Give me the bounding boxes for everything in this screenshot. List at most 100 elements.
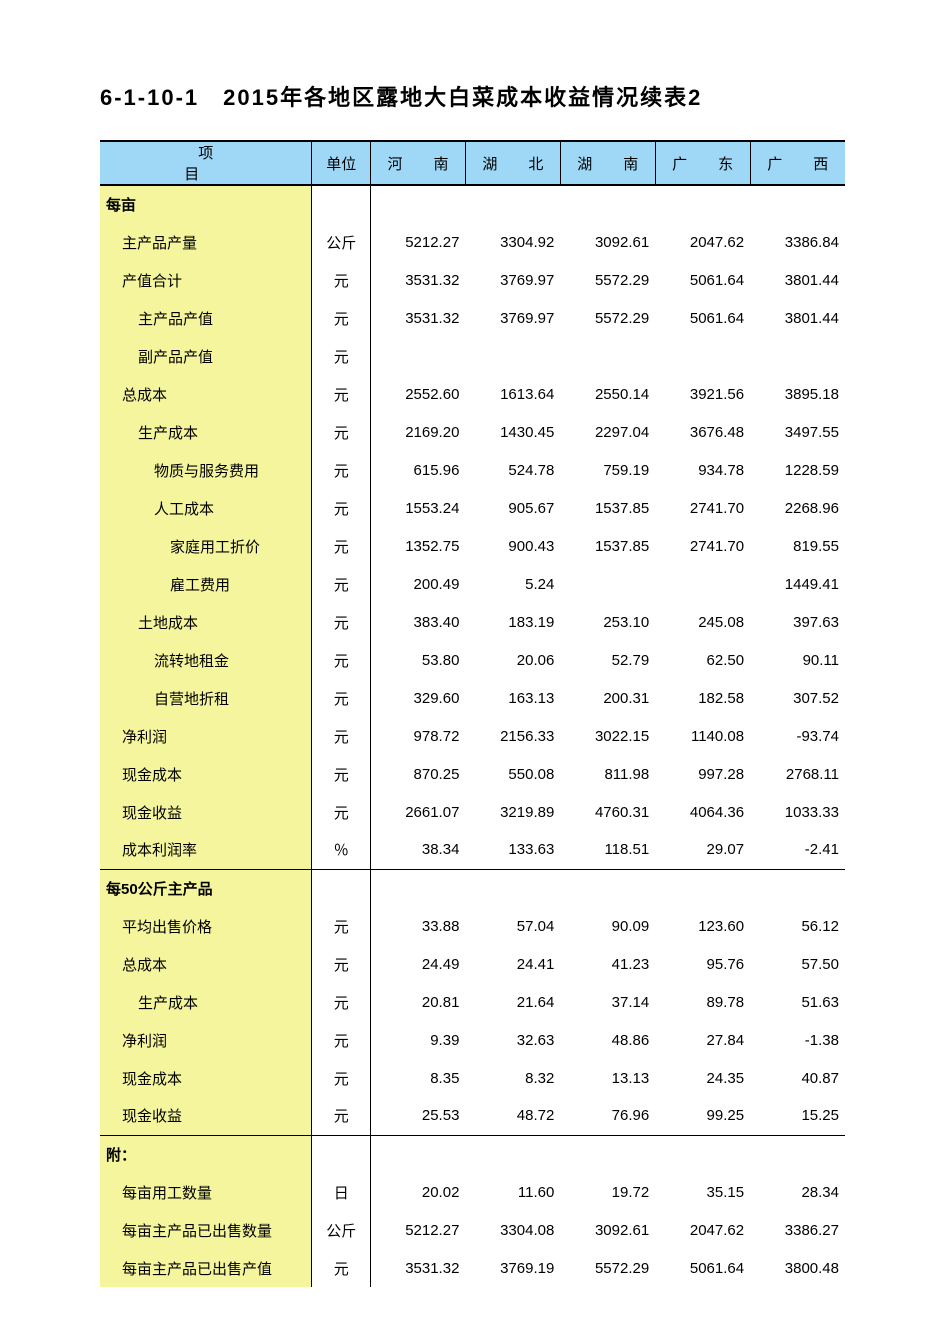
- value-cell: 905.67: [465, 489, 560, 527]
- row-label: 流转地租金: [100, 641, 312, 679]
- table-row: 人工成本元1553.24905.671537.852741.702268.96: [100, 489, 845, 527]
- page-title: 6-1-10-1 2015年各地区露地大白菜成本收益情况续表2: [100, 80, 845, 112]
- value-cell: 5572.29: [560, 299, 655, 337]
- value-cell: 8.35: [371, 1059, 466, 1097]
- value-cell: [371, 1135, 466, 1173]
- value-cell: 1033.33: [750, 793, 845, 831]
- value-cell: 48.72: [465, 1097, 560, 1135]
- value-cell: 2741.70: [655, 489, 750, 527]
- value-cell: 37.14: [560, 983, 655, 1021]
- section-label: 附：: [100, 1135, 312, 1173]
- unit-cell: 元: [312, 945, 371, 983]
- table-row: 现金成本元8.358.3213.1324.3540.87: [100, 1059, 845, 1097]
- value-cell: 57.50: [750, 945, 845, 983]
- value-cell: 21.64: [465, 983, 560, 1021]
- value-cell: 1537.85: [560, 489, 655, 527]
- unit-cell: 公斤: [312, 1211, 371, 1249]
- value-cell: 2156.33: [465, 717, 560, 755]
- value-cell: 4064.36: [655, 793, 750, 831]
- value-cell: 2047.62: [655, 223, 750, 261]
- table-row: 每亩用工数量日20.0211.6019.7235.1528.34: [100, 1173, 845, 1211]
- value-cell: 123.60: [655, 907, 750, 945]
- value-cell: 3386.27: [750, 1211, 845, 1249]
- value-cell: 133.63: [465, 831, 560, 869]
- table-row: 附：: [100, 1135, 845, 1173]
- value-cell: 1553.24: [371, 489, 466, 527]
- value-cell: 57.04: [465, 907, 560, 945]
- value-cell: [560, 1135, 655, 1173]
- row-label: 副产品产值: [100, 337, 312, 375]
- table-row: 土地成本元383.40183.19253.10245.08397.63: [100, 603, 845, 641]
- section-label: 每亩: [100, 185, 312, 223]
- value-cell: 2741.70: [655, 527, 750, 565]
- value-cell: 19.72: [560, 1173, 655, 1211]
- value-cell: [465, 337, 560, 375]
- value-cell: 3676.48: [655, 413, 750, 451]
- value-cell: 20.06: [465, 641, 560, 679]
- value-cell: 1140.08: [655, 717, 750, 755]
- value-cell: 118.51: [560, 831, 655, 869]
- unit-cell: 元: [312, 337, 371, 375]
- col-region-3: 广 东: [655, 141, 750, 185]
- col-region-1: 湖 北: [465, 141, 560, 185]
- value-cell: 1449.41: [750, 565, 845, 603]
- value-cell: 56.12: [750, 907, 845, 945]
- unit-cell: 公斤: [312, 223, 371, 261]
- unit-cell: [312, 185, 371, 223]
- value-cell: 524.78: [465, 451, 560, 489]
- col-region-0: 河 南: [371, 141, 466, 185]
- value-cell: 8.32: [465, 1059, 560, 1097]
- value-cell: 3219.89: [465, 793, 560, 831]
- unit-cell: 元: [312, 679, 371, 717]
- value-cell: [465, 185, 560, 223]
- unit-cell: 元: [312, 413, 371, 451]
- unit-cell: 元: [312, 641, 371, 679]
- value-cell: 1613.64: [465, 375, 560, 413]
- value-cell: 397.63: [750, 603, 845, 641]
- value-cell: -93.74: [750, 717, 845, 755]
- table-row: 流转地租金元53.8020.0652.7962.5090.11: [100, 641, 845, 679]
- value-cell: 13.13: [560, 1059, 655, 1097]
- unit-cell: 元: [312, 527, 371, 565]
- value-cell: 32.63: [465, 1021, 560, 1059]
- value-cell: 307.52: [750, 679, 845, 717]
- value-cell: 20.02: [371, 1173, 466, 1211]
- row-label: 每亩主产品已出售产值: [100, 1249, 312, 1287]
- value-cell: 383.40: [371, 603, 466, 641]
- value-cell: 95.76: [655, 945, 750, 983]
- col-item: 项 目: [100, 141, 312, 185]
- value-cell: 3092.61: [560, 1211, 655, 1249]
- unit-cell: 日: [312, 1173, 371, 1211]
- value-cell: [750, 185, 845, 223]
- unit-cell: 元: [312, 261, 371, 299]
- value-cell: 48.86: [560, 1021, 655, 1059]
- value-cell: 3386.84: [750, 223, 845, 261]
- value-cell: 53.80: [371, 641, 466, 679]
- table-row: 每亩主产品已出售数量公斤5212.273304.083092.612047.62…: [100, 1211, 845, 1249]
- value-cell: [465, 869, 560, 907]
- section-label: 每50公斤主产品: [100, 869, 312, 907]
- value-cell: 24.41: [465, 945, 560, 983]
- value-cell: 15.25: [750, 1097, 845, 1135]
- table-row: 现金收益元2661.073219.894760.314064.361033.33: [100, 793, 845, 831]
- value-cell: 52.79: [560, 641, 655, 679]
- value-cell: 51.63: [750, 983, 845, 1021]
- value-cell: 99.25: [655, 1097, 750, 1135]
- value-cell: 934.78: [655, 451, 750, 489]
- value-cell: 35.15: [655, 1173, 750, 1211]
- value-cell: 3531.32: [371, 261, 466, 299]
- table-row: 成本利润率％38.34133.63118.5129.07-2.41: [100, 831, 845, 869]
- row-label: 主产品产值: [100, 299, 312, 337]
- value-cell: 550.08: [465, 755, 560, 793]
- table-row: 产值合计元3531.323769.975572.295061.643801.44: [100, 261, 845, 299]
- value-cell: 5212.27: [371, 1211, 466, 1249]
- row-label: 净利润: [100, 1021, 312, 1059]
- value-cell: 329.60: [371, 679, 466, 717]
- value-cell: 3531.32: [371, 1249, 466, 1287]
- table-row: 总成本元24.4924.4141.2395.7657.50: [100, 945, 845, 983]
- value-cell: 183.19: [465, 603, 560, 641]
- unit-cell: 元: [312, 489, 371, 527]
- unit-cell: 元: [312, 375, 371, 413]
- value-cell: 90.11: [750, 641, 845, 679]
- value-cell: 3769.97: [465, 299, 560, 337]
